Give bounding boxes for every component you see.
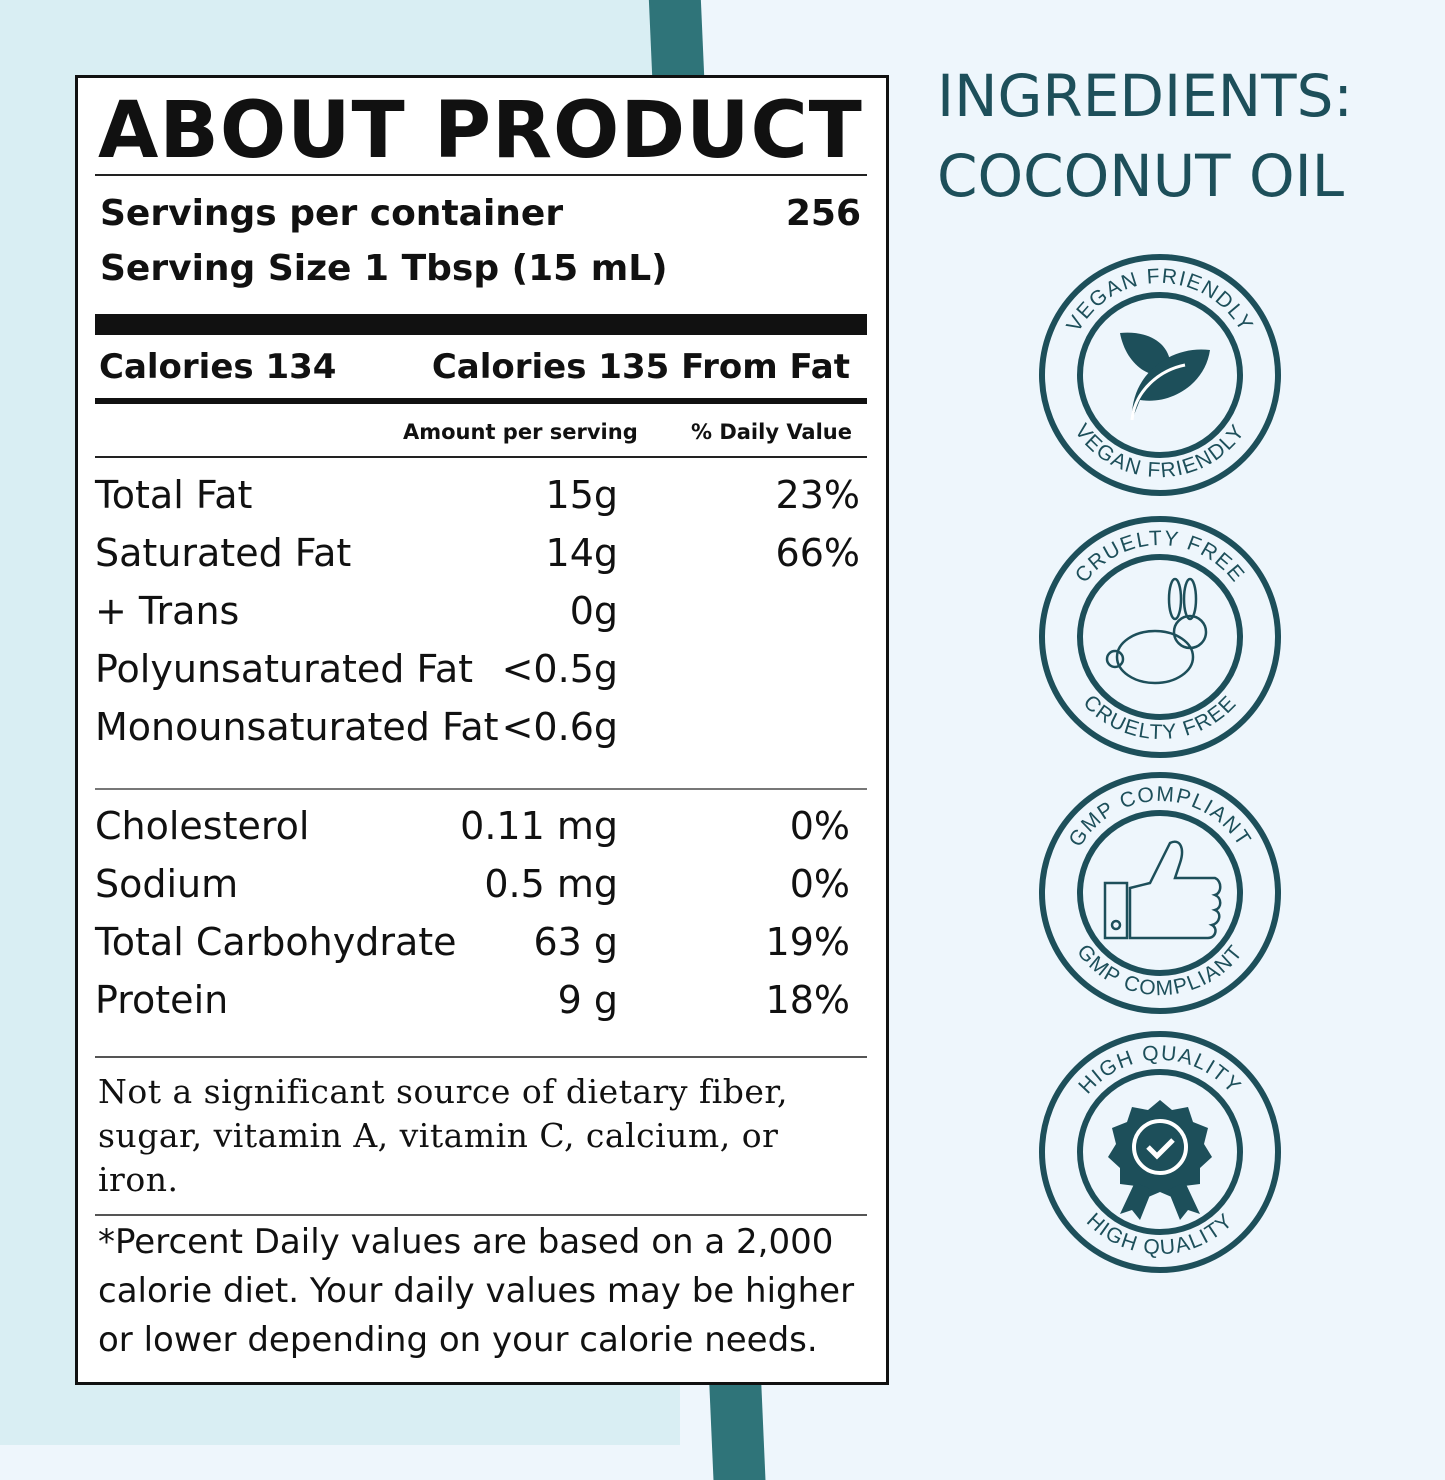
nutrient-amount: 0.5 mg bbox=[484, 862, 618, 906]
calories-from-fat: Calories 135 From Fat bbox=[431, 347, 850, 387]
badge-vegan-friendly: VEGAN FRIENDLY VEGAN FRIENDLY bbox=[1039, 254, 1281, 496]
thick-divider bbox=[95, 314, 867, 335]
divider bbox=[95, 1214, 867, 1216]
thumbs-up-icon bbox=[1103, 840, 1222, 940]
nutrient-name: Protein bbox=[95, 978, 229, 1022]
nutrient-name: + Trans bbox=[95, 589, 240, 633]
divider bbox=[95, 1056, 867, 1058]
nutrient-amount: 0.11 mg bbox=[460, 804, 618, 848]
nutrient-name: Polyunsaturated Fat bbox=[95, 647, 474, 691]
badge-inner-ring bbox=[1077, 1069, 1243, 1235]
servings-label: Servings per container bbox=[100, 193, 564, 234]
badge-outer-ring bbox=[1039, 772, 1281, 1014]
nutrient-name: Cholesterol bbox=[95, 804, 310, 848]
nutrient-daily-value: 66% bbox=[775, 531, 860, 575]
not-significant-note: Not a significant source of dietary fibe… bbox=[98, 1072, 789, 1199]
nutrient-daily-value: 0% bbox=[789, 862, 850, 906]
servings-value: 256 bbox=[785, 193, 861, 234]
nutrient-daily-value: 23% bbox=[775, 473, 860, 517]
nutrient-amount: 9 g bbox=[557, 978, 618, 1022]
badge-outer-ring bbox=[1039, 254, 1281, 496]
badge-inner-ring bbox=[1077, 292, 1243, 458]
percent-daily-note: *Percent Daily values are based on a 2,0… bbox=[98, 1222, 855, 1360]
rabbit-icon bbox=[1105, 577, 1208, 685]
divider bbox=[95, 788, 867, 790]
ingredients-heading: INGREDIENTS: bbox=[937, 62, 1353, 130]
nutrient-amount: 63 g bbox=[533, 920, 618, 964]
header-amount: Amount per serving bbox=[403, 420, 638, 444]
divider bbox=[95, 398, 867, 404]
nutrient-name: Monounsaturated Fat bbox=[95, 705, 499, 749]
nutrient-amount: 14g bbox=[545, 531, 618, 575]
nutrient-name: Total Fat bbox=[95, 473, 253, 517]
badge-high-quality: HIGH QUALITY HIGH QUALITY bbox=[1039, 1031, 1281, 1273]
ingredients-value: COCONUT OIL bbox=[937, 142, 1345, 210]
nutrition-label: ABOUT PRODUCT Servings per container 256… bbox=[75, 75, 889, 1385]
nutrient-amount: 0g bbox=[569, 589, 618, 633]
divider bbox=[95, 174, 867, 176]
nutrient-name: Saturated Fat bbox=[95, 531, 352, 575]
badge-inner-ring bbox=[1077, 810, 1243, 976]
nutrient-name: Sodium bbox=[95, 862, 239, 906]
leaf-icon bbox=[1120, 332, 1210, 421]
nutrient-amount: 15g bbox=[545, 473, 618, 517]
serving-size: Serving Size 1 Tbsp (15 mL) bbox=[100, 248, 668, 289]
quality-seal-icon bbox=[1108, 1100, 1212, 1220]
badge-inner-ring bbox=[1077, 554, 1243, 720]
label-title: ABOUT PRODUCT bbox=[98, 86, 863, 176]
nutrient-daily-value: 18% bbox=[765, 978, 850, 1022]
divider bbox=[95, 456, 867, 458]
nutrient-name: Total Carbohydrate bbox=[95, 920, 457, 964]
calories: Calories 134 bbox=[99, 347, 337, 387]
badge-outer-ring bbox=[1039, 516, 1281, 758]
nutrient-amount: <0.6g bbox=[501, 705, 618, 749]
nutrient-amount: <0.5g bbox=[501, 647, 618, 691]
badge-cruelty-free: CRUELTY FREE CRUELTY FREE bbox=[1039, 516, 1281, 758]
badge-outer-ring bbox=[1039, 1031, 1281, 1273]
header-daily-value: % Daily Value bbox=[690, 420, 852, 444]
nutrient-daily-value: 19% bbox=[765, 920, 850, 964]
badge-gmp-compliant: GMP COMPLIANT GMP COMPLIANT bbox=[1039, 772, 1281, 1014]
nutrient-daily-value: 0% bbox=[789, 804, 850, 848]
